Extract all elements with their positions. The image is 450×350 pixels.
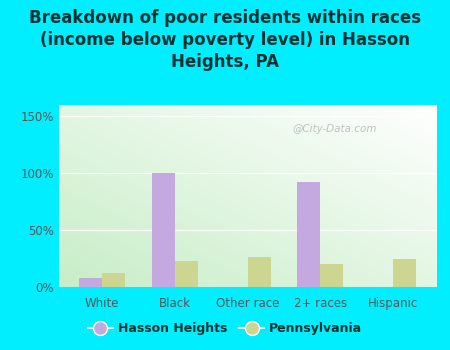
Bar [393, 259, 416, 287]
Bar [297, 182, 320, 287]
Bar [175, 261, 198, 287]
Bar [152, 173, 175, 287]
Bar [102, 273, 126, 287]
Bar [79, 278, 102, 287]
Text: Breakdown of poor residents within races
(income below poverty level) in Hasson
: Breakdown of poor residents within races… [29, 9, 421, 71]
Text: @City-Data.com: @City-Data.com [292, 124, 377, 134]
Legend: Hasson Heights, Pennsylvania: Hasson Heights, Pennsylvania [82, 317, 368, 340]
Bar [248, 258, 271, 287]
Bar [320, 264, 343, 287]
